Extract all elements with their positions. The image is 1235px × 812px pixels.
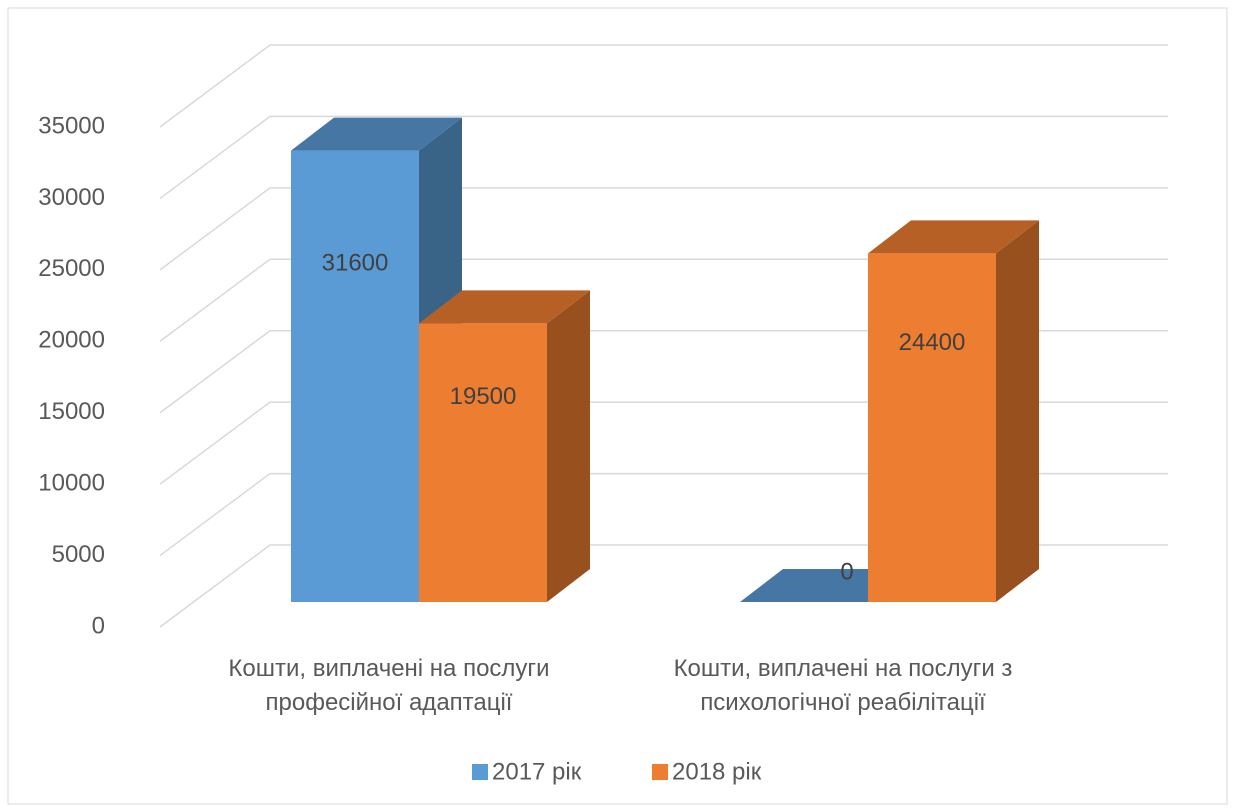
y-tick-label: 10000: [38, 469, 105, 496]
y-tick-label: 25000: [38, 255, 105, 282]
data-label: 0: [840, 558, 853, 585]
data-label: 19500: [450, 383, 517, 410]
y-tick-label: 30000: [38, 184, 105, 211]
grid-line: [159, 187, 1168, 271]
y-tick-label: 5000: [52, 541, 105, 568]
legend-swatch: [652, 764, 668, 780]
y-tick-label: 15000: [38, 398, 105, 425]
legend-label: 2018 рік: [672, 758, 762, 785]
bar-side: [547, 290, 590, 602]
bar-top: [291, 117, 462, 151]
bar-side: [996, 220, 1039, 602]
legend-label: 2017 рік: [492, 758, 582, 785]
legend-swatch: [472, 764, 488, 780]
grid-line: [159, 115, 1168, 200]
bar: [868, 253, 996, 602]
bar-top: [868, 220, 1039, 254]
x-tick-label: Кошти, виплачені на послуги з психологіч…: [673, 655, 1013, 716]
y-tick-label: 35000: [38, 112, 105, 139]
x-tick-label: Кошти, виплачені на послуги професійної …: [228, 655, 550, 716]
y-tick-label: 0: [92, 612, 105, 639]
grid-line: [159, 44, 1168, 128]
bar: [291, 150, 419, 603]
bar-top: [419, 290, 590, 324]
bar: [419, 323, 547, 602]
data-label: 31600: [322, 250, 389, 277]
y-tick-label: 20000: [38, 327, 105, 354]
data-label: 24400: [899, 329, 966, 356]
